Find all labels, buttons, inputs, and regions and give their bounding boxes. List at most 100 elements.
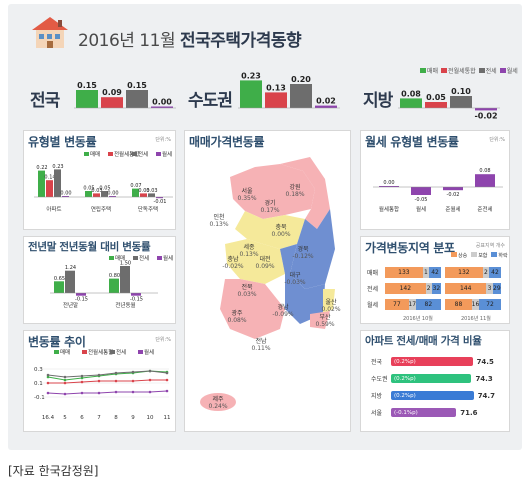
- distribution-title: 가격변동지역 분포: [365, 241, 455, 255]
- top-bar-label: 0.15: [127, 81, 147, 90]
- x-tick: 8: [114, 415, 118, 421]
- top-bar: [76, 90, 98, 108]
- legend-swatch: [54, 350, 59, 354]
- top-bar-label: 0.08: [401, 89, 421, 98]
- legend-swatch: [157, 256, 162, 260]
- legend-label: 월세: [163, 254, 173, 262]
- map-region-value: 0.08%: [227, 317, 246, 324]
- map-region-value: 0.13%: [209, 221, 228, 228]
- legend-label: 전세: [116, 348, 126, 356]
- map-region-capital: [230, 164, 315, 219]
- top-bar: [265, 92, 287, 108]
- bar: [38, 170, 45, 197]
- map-region-name: 인천: [213, 213, 224, 221]
- ratio-bar: (0.2%p): [391, 374, 472, 383]
- distribution-row: 월세 77 17 82 88 16 72: [367, 299, 505, 310]
- trend-point: [80, 374, 84, 378]
- distribution-segment: 29: [492, 283, 501, 294]
- trend-point: [165, 389, 169, 393]
- bar: [156, 197, 163, 199]
- bar: [93, 193, 100, 197]
- rent-category: 월세: [416, 205, 426, 213]
- yoy-title: 전년말 전년동월 대비 변동률: [28, 241, 151, 253]
- map-region-name: 광주: [231, 310, 243, 317]
- map-region-value: 0.35%: [237, 195, 256, 202]
- legend-label: 전월세통합: [114, 150, 139, 158]
- trend-unit: 단위:%: [155, 337, 171, 343]
- legend-swatch: [82, 350, 87, 354]
- top-legend: 매매 전월세통합 전세 월세: [420, 66, 518, 75]
- distribution-segment: 142: [385, 283, 426, 294]
- x-tick: 5: [63, 415, 67, 421]
- map-region-name: 세종: [243, 243, 255, 251]
- rent-bar: [411, 187, 431, 195]
- trend-point: [46, 381, 50, 385]
- distribution-segment: 3: [486, 283, 493, 294]
- map-region-gyeongnam: [280, 244, 325, 324]
- legend-swatch: [156, 152, 161, 156]
- distribution-segment: 17: [408, 299, 417, 310]
- trend-point: [97, 391, 101, 395]
- legend-swatch: [84, 152, 89, 156]
- type-change-panel: 유형별 변동률 단위:% 매매 전월세통합 전세 월세 0.22 0.14 0.23 0.00…: [23, 130, 176, 230]
- top-bar-label: 0.10: [451, 87, 471, 96]
- distribution-segment: 2: [482, 267, 489, 278]
- rent-bar-label: 0.08: [479, 168, 490, 174]
- map-region-value: 0.03%: [237, 291, 256, 298]
- top-bar-label: -0.02: [474, 111, 497, 120]
- bar-label: 0.80: [109, 273, 120, 279]
- legend-label: 월세: [144, 348, 154, 356]
- ratio-row: 전국 (0.2%p) 74.5: [371, 357, 494, 366]
- map-region-name: 충남: [227, 255, 239, 263]
- map-region-value: 0.17%: [260, 207, 279, 214]
- ratio-row: 수도권 (0.2%p) 74.3: [371, 374, 493, 383]
- map-region-value: -0.12%: [292, 253, 314, 260]
- y-tick: -0.1: [34, 395, 45, 401]
- map-region-jeonbuk: [225, 239, 285, 284]
- trend-point: [80, 376, 84, 380]
- ratio-label: 전국: [371, 359, 383, 366]
- top-bar: [101, 97, 123, 108]
- x-tick: 6: [80, 415, 84, 421]
- bar-label: 1.50: [120, 261, 131, 267]
- map-region-value: 0.09%: [255, 263, 274, 270]
- x-tick: 9: [131, 415, 135, 421]
- top-bar: [126, 90, 148, 108]
- trend-point: [114, 379, 118, 383]
- y-tick: 0.1: [34, 381, 43, 387]
- trend-point: [63, 381, 67, 385]
- map-region-name: 대구: [289, 271, 301, 279]
- trend-point: [114, 390, 118, 394]
- bar-label: 0.14: [44, 175, 55, 181]
- distribution-stack: 132 2 42: [445, 267, 501, 278]
- legend-label: 전세: [138, 150, 148, 158]
- map-region-value: 0.02%: [321, 306, 340, 313]
- bar-label: 1.24: [65, 265, 76, 271]
- distribution-period-left: 2016년 10월: [403, 316, 433, 322]
- trend-point: [46, 375, 50, 379]
- map-region-value: -0.09%: [272, 311, 294, 318]
- bar-label: 0.05: [83, 186, 94, 192]
- bar: [65, 270, 75, 293]
- ratio-value: 74.3: [475, 374, 493, 383]
- trend-point: [131, 390, 135, 394]
- map-region-value: 0.18%: [285, 191, 304, 198]
- rent-bar: [475, 174, 495, 187]
- rent-type-chart: 0.00 월세통합 -0.05 월세 -0.02 준월세 0.08 준전세: [373, 168, 503, 213]
- trend-point: [80, 391, 84, 395]
- trend-point: [148, 369, 152, 373]
- distribution-period-right: 2016년 11월: [461, 316, 491, 322]
- distribution-segment: 82: [415, 299, 441, 310]
- bar-label: 0.05: [99, 186, 110, 192]
- bar-label: 0.03: [146, 188, 157, 194]
- bar: [131, 293, 141, 296]
- rent-type-panel: 월세 유형별 변동률 단위:% 0.00 월세통합 -0.05 월세 -0.02 준월세 0…: [360, 130, 510, 230]
- distribution-row-label: 전세: [367, 286, 379, 293]
- yoy-panel: 전년말 전년동월 대비 변동률 매매 전세 월세 0.65 1.24 -0.15 전년말 0.…: [23, 236, 176, 324]
- top-bar: [240, 80, 262, 108]
- map-region-value: 0.11%: [251, 345, 270, 352]
- distribution-segment: 72: [478, 299, 501, 310]
- trend-point: [63, 392, 67, 396]
- trend-point: [80, 380, 84, 384]
- rent-bar: [443, 187, 463, 191]
